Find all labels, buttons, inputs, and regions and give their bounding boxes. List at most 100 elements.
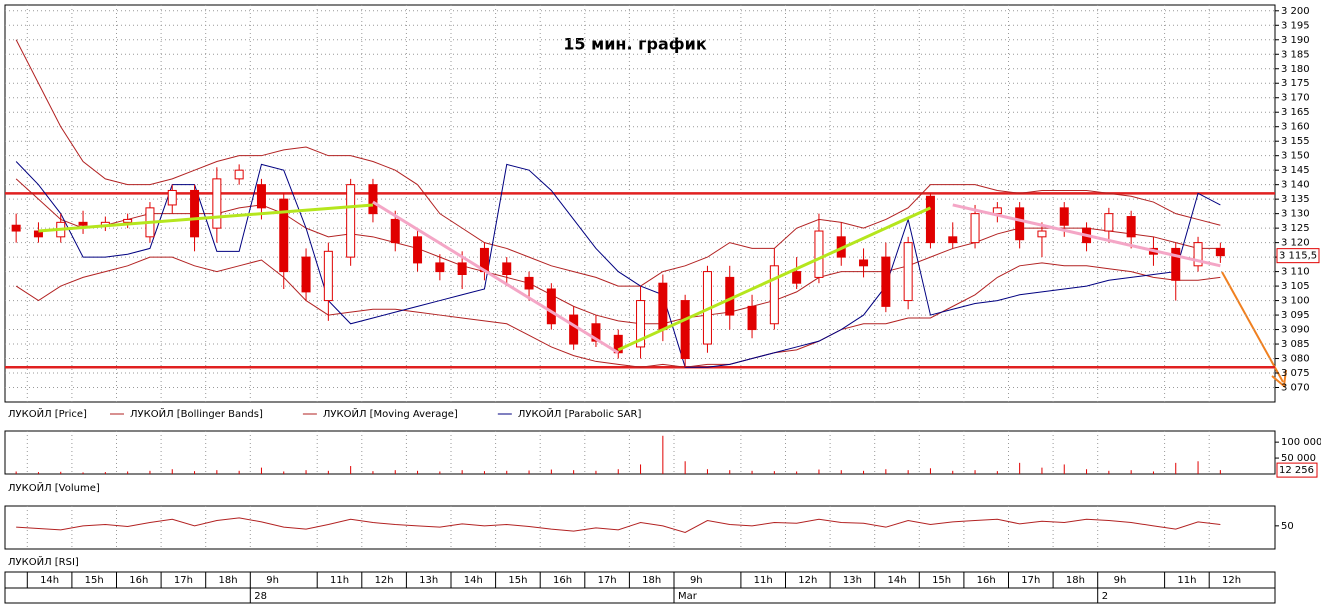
- y-tick-label: 3 140: [1281, 180, 1310, 191]
- y-tick-label: 3 075: [1281, 368, 1310, 379]
- bollinger-upper: [15, 39, 1221, 287]
- last-volume-label: 12 256: [1279, 465, 1314, 476]
- x-tick-label: 17h: [174, 575, 193, 586]
- candle-body: [948, 236, 958, 244]
- candle-body: [256, 184, 266, 209]
- y-tick-label: 3 185: [1281, 49, 1310, 60]
- candle-body: [859, 259, 869, 267]
- candle-body: [1193, 242, 1203, 267]
- volume-label: ЛУКОЙЛ [Volume]: [8, 481, 100, 494]
- y-tick-label: 3 130: [1281, 209, 1310, 220]
- y-tick-label: 3 105: [1281, 281, 1310, 292]
- date-label: 28: [254, 591, 267, 602]
- x-tick-label: 14h: [464, 575, 483, 586]
- x-tick-label: 14h: [40, 575, 59, 586]
- x-tick-label: 11h: [754, 575, 773, 586]
- y-tick-label: 3 180: [1281, 64, 1310, 75]
- candle-body: [769, 265, 779, 325]
- forecast-arrow: [1221, 271, 1284, 383]
- candle-body: [435, 262, 445, 273]
- x-tick-label: 15h: [932, 575, 951, 586]
- last-price-label: 3 115,5: [1279, 251, 1317, 262]
- x-tick-label: 16h: [977, 575, 996, 586]
- y-tick-label: 3 090: [1281, 325, 1310, 336]
- x-tick-label: 9h: [1114, 575, 1127, 586]
- x-tick-label: 11h: [1177, 575, 1196, 586]
- candle-body: [1215, 247, 1225, 257]
- candle-body: [546, 288, 556, 325]
- candle-body: [925, 195, 935, 244]
- x-tick-label: 17h: [598, 575, 617, 586]
- x-tick-label: 15h: [508, 575, 527, 586]
- rsi-label: ЛУКОЙЛ [RSI]: [8, 555, 79, 568]
- y-tick-label: 3 110: [1281, 267, 1310, 278]
- y-tick-label: 3 120: [1281, 238, 1310, 249]
- volume-panel: [4, 430, 1276, 475]
- candle-body: [881, 256, 891, 307]
- candle-body: [591, 323, 601, 342]
- x-tick-label: 17h: [1021, 575, 1040, 586]
- candle-body: [636, 300, 646, 348]
- x-tick-label: 9h: [266, 575, 279, 586]
- x-tick-label: 18h: [642, 575, 661, 586]
- y-tick-label: 3 125: [1281, 223, 1310, 234]
- y-tick-label: 3 200: [1281, 6, 1310, 17]
- legend-label: ЛУКОЙЛ [Moving Average]: [323, 407, 458, 420]
- y-tick-label: 3 160: [1281, 122, 1310, 133]
- x-tick-label: 12h: [375, 575, 394, 586]
- candle-body: [390, 218, 400, 244]
- candle-body: [502, 262, 512, 275]
- candle-body: [1126, 216, 1136, 238]
- y-tick-label: 3 135: [1281, 194, 1310, 205]
- candle-body: [1171, 247, 1181, 281]
- candle-body: [234, 169, 244, 180]
- y-tick-label: 3 155: [1281, 136, 1310, 147]
- bollinger-lower: [15, 256, 1221, 368]
- candle-body: [1104, 213, 1114, 232]
- candle-body: [903, 242, 913, 302]
- candle-body: [970, 213, 980, 244]
- y-tick-label: 3 085: [1281, 339, 1310, 350]
- legend-label: ЛУКОЙЛ [Bollinger Bands]: [130, 407, 263, 420]
- candle-body: [1037, 230, 1047, 238]
- x-tick-label: 13h: [419, 575, 438, 586]
- legend-label: ЛУКОЙЛ [Parabolic SAR]: [518, 407, 642, 420]
- candle-body: [301, 256, 311, 293]
- x-tick-label: 12h: [1222, 575, 1241, 586]
- y-tick-label: 3 150: [1281, 151, 1310, 162]
- last-price-box: [1276, 248, 1320, 264]
- candle-body: [1059, 207, 1069, 226]
- legend-price: ЛУКОЙЛ [Price]: [8, 407, 87, 420]
- x-tick-label: 14h: [887, 575, 906, 586]
- candle-body: [123, 218, 133, 223]
- candle-body: [569, 314, 579, 345]
- candle-body: [658, 282, 668, 331]
- trend-line: [952, 203, 1221, 268]
- y-tick-label: 100 000: [1281, 437, 1321, 448]
- candle-body: [167, 189, 177, 206]
- candle-body: [814, 230, 824, 278]
- candle-body: [346, 184, 356, 258]
- x-tick-label: 13h: [843, 575, 862, 586]
- parabolic-sar: [15, 161, 1221, 368]
- candle-body: [279, 198, 289, 273]
- trend-line: [38, 203, 374, 233]
- x-tick-label: 16h: [129, 575, 148, 586]
- candle-body: [190, 189, 200, 238]
- candle-body: [1015, 207, 1025, 241]
- candle-body: [78, 221, 88, 226]
- y-tick-label: 3 170: [1281, 93, 1310, 104]
- y-tick-label: 3 080: [1281, 354, 1310, 365]
- x-tick-label: 18h: [1066, 575, 1085, 586]
- y-tick-label: 3 165: [1281, 107, 1310, 118]
- candle-body: [747, 305, 757, 331]
- last-volume-box: [1276, 462, 1318, 478]
- y-tick-label: 3 070: [1281, 383, 1310, 394]
- candle-body: [992, 207, 1002, 215]
- candle-body: [11, 224, 21, 232]
- candle-body: [524, 276, 534, 290]
- candle-body: [413, 236, 423, 264]
- date-label: 2: [1102, 591, 1108, 602]
